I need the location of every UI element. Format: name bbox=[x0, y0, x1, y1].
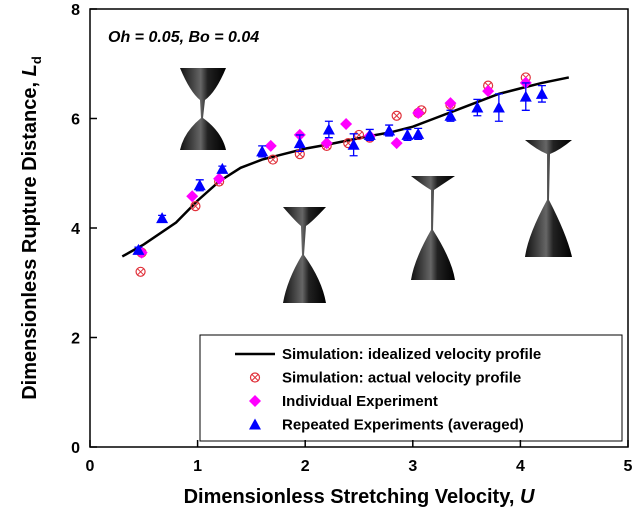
marker-diamond bbox=[340, 117, 353, 130]
marker-circle-x bbox=[135, 266, 146, 277]
marker-triangle bbox=[249, 418, 261, 430]
marker-circle-x bbox=[391, 110, 402, 121]
marker-cross bbox=[251, 374, 259, 381]
y-tick-label: 8 bbox=[71, 2, 80, 19]
marker-triangle bbox=[216, 162, 229, 174]
marker-diamond bbox=[482, 85, 495, 98]
x-tick-label: 5 bbox=[624, 458, 633, 475]
marker-diamond bbox=[186, 190, 199, 203]
marker-cross bbox=[192, 202, 199, 210]
legend-label: Simulation: actual velocity profile bbox=[282, 370, 521, 387]
marker-diamond bbox=[412, 107, 425, 120]
marker-triangle bbox=[535, 87, 548, 99]
marker-diamond bbox=[390, 137, 403, 150]
marker-triangle bbox=[256, 145, 269, 157]
legend-label: Simulation: idealized velocity profile bbox=[282, 346, 541, 363]
marker-triangle bbox=[412, 127, 425, 139]
x-tick-label: 1 bbox=[193, 458, 202, 475]
marker-circle-x bbox=[190, 201, 201, 212]
marker-triangle bbox=[293, 137, 306, 149]
y-axis-label: Dimensionless Rupture Distance, Ld bbox=[19, 56, 44, 400]
x-tick-label: 3 bbox=[408, 458, 417, 475]
simulation-line bbox=[121, 76, 570, 258]
marker-cross bbox=[296, 150, 304, 158]
marker-triangle bbox=[132, 243, 145, 255]
marker-triangle bbox=[193, 179, 206, 191]
marker-diamond bbox=[213, 172, 226, 185]
marker-triangle bbox=[363, 128, 376, 140]
marker-ring bbox=[190, 201, 201, 212]
marker-diamond bbox=[320, 137, 333, 150]
y-tick-label: 4 bbox=[71, 221, 80, 238]
marker-ring bbox=[267, 154, 279, 165]
marker-ring bbox=[353, 129, 365, 141]
marker-ring bbox=[135, 266, 146, 277]
marker-diamond bbox=[249, 395, 261, 407]
marker-triangle bbox=[383, 124, 396, 136]
marker-cross bbox=[355, 131, 363, 139]
marker-circle-x bbox=[249, 372, 261, 383]
x-tick-label: 4 bbox=[516, 458, 525, 475]
y-axis-label-subscript: d bbox=[29, 56, 44, 64]
marker-triangle bbox=[444, 109, 457, 121]
x-axis-label-symbol: U bbox=[520, 486, 535, 508]
annotation: Oh = 0.05, Bo = 0.04 bbox=[108, 29, 259, 46]
marker-cross bbox=[393, 112, 401, 120]
marker-triangle bbox=[519, 90, 532, 102]
y-tick-label: 2 bbox=[71, 331, 80, 348]
marker-diamond bbox=[264, 139, 277, 152]
marker-triangle bbox=[492, 101, 505, 113]
y-axis-label-text: Dimensionless Rupture Distance, bbox=[19, 76, 41, 399]
legend-label: Repeated Experiments (averaged) bbox=[282, 417, 524, 434]
x-axis-label-text: Dimensionless Stretching Velocity, bbox=[184, 486, 520, 508]
marker-ring bbox=[391, 110, 402, 121]
y-axis-label-symbol: L bbox=[19, 64, 41, 76]
marker-triangle bbox=[322, 123, 335, 135]
x-tick-label: 0 bbox=[86, 458, 95, 475]
legend-label: Individual Experiment bbox=[282, 393, 438, 410]
marker-circle-x bbox=[267, 154, 279, 165]
marker-ring bbox=[249, 372, 261, 383]
marker-diamond bbox=[444, 97, 457, 110]
x-axis-label: Dimensionless Stretching Velocity, U bbox=[184, 486, 535, 508]
marker-triangle bbox=[401, 128, 414, 140]
marker-cross bbox=[137, 268, 144, 276]
y-tick-label: 6 bbox=[71, 112, 80, 129]
marker-circle-x bbox=[353, 129, 365, 141]
droplet-images bbox=[180, 68, 572, 303]
x-tick-label: 2 bbox=[301, 458, 310, 475]
legend-box bbox=[199, 334, 623, 442]
y-tick-label: 0 bbox=[71, 440, 80, 457]
marker-triangle bbox=[156, 212, 169, 224]
marker-cross bbox=[269, 156, 277, 163]
marker-triangle bbox=[471, 101, 484, 113]
marker-triangle bbox=[347, 138, 360, 150]
